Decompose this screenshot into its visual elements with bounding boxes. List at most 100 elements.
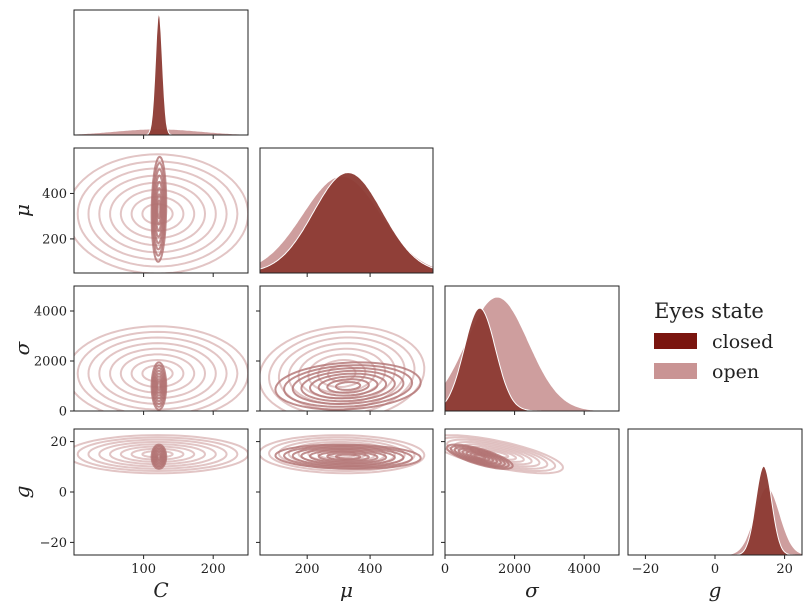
y-axis-label-mu: μ [10, 204, 34, 217]
y-tick-label: 4000 [34, 305, 67, 320]
contour-open-6 [268, 330, 416, 411]
contour-closed-5 [291, 446, 405, 467]
contour-closed-1 [469, 452, 491, 462]
x-axis-label-g: g [709, 578, 722, 602]
y-tick-label: 400 [42, 187, 67, 202]
panel-frame [444, 285, 620, 412]
contour-open-7 [74, 325, 248, 411]
panel-content [74, 434, 248, 475]
contour-open-2 [119, 353, 196, 394]
y-axis-label-sigma: σ [10, 340, 34, 355]
legend: Eyes state closed open [654, 299, 773, 383]
contour-closed-7 [150, 155, 168, 263]
density-closed-g [628, 465, 802, 555]
panel-sigma-vs-sigma [444, 285, 620, 415]
x-axis-label-mu: μ [340, 578, 353, 602]
contour-closed-6 [283, 445, 413, 469]
contour-open-7 [74, 434, 248, 475]
legend-swatch-open [654, 363, 697, 379]
panel-frame [73, 285, 249, 412]
panel-frame [259, 147, 434, 274]
density-closed-C [74, 12, 248, 135]
contour-open-7 [260, 434, 426, 475]
panel-content [74, 325, 248, 411]
contour-open-3 [109, 181, 207, 247]
y-tick-label: −20 [40, 536, 67, 551]
contour-open-4 [98, 441, 217, 468]
panel-sigma-vs-C: 0 2000 4000 [34, 285, 249, 420]
y-axis-label-g: g [10, 486, 34, 499]
contour-open-4 [98, 342, 217, 405]
x-tick-label: 0 [441, 562, 449, 577]
contour-open-6 [76, 160, 239, 268]
panel-C-vs-C [73, 9, 249, 139]
contour-closed-4 [300, 447, 396, 466]
contour-open-5 [87, 167, 228, 261]
x-tick-label: 2000 [498, 562, 531, 577]
y-tick-label: 0 [59, 486, 67, 501]
contour-closed-3 [308, 449, 388, 465]
x-tick-label: −20 [632, 562, 659, 577]
x-tick-label: 20 [776, 562, 793, 577]
contour-closed-7 [150, 443, 168, 470]
panel-g-vs-g: −20 0 20 [627, 428, 803, 577]
density-closed-mu [260, 172, 433, 273]
contour-open-2 [119, 445, 196, 463]
y-tick-label: 20 [50, 435, 67, 450]
contour-closed-7 [445, 443, 514, 470]
contour-closed-1 [326, 452, 370, 462]
contour-closed-4 [300, 369, 396, 403]
y-tick-label: 0 [59, 405, 67, 420]
panel-frame [259, 285, 434, 412]
contour-open-6 [76, 436, 239, 473]
contour-closed-7 [274, 361, 422, 411]
contour-open-1 [130, 447, 185, 461]
panel-content [260, 434, 426, 475]
contour-open-2 [119, 188, 196, 240]
contour-open-6 [76, 330, 239, 411]
contour-closed-0 [335, 381, 362, 391]
x-tick-label: 200 [295, 562, 320, 577]
contour-closed-2 [317, 450, 379, 463]
contour-closed-3 [308, 372, 388, 400]
panel-g-vs-sigma: 0 2000 4000 [441, 428, 620, 577]
contour-closed-7 [150, 361, 168, 411]
panel-mu-vs-C: 200 400 [42, 147, 249, 277]
contour-open-1 [130, 358, 185, 389]
panel-content [445, 296, 619, 411]
x-tick-label: 100 [131, 562, 156, 577]
contour-closed-6 [283, 364, 414, 408]
legend-swatch-closed [654, 333, 697, 349]
x-axis-label-sigma: σ [525, 578, 540, 602]
contour-open-3 [109, 443, 207, 466]
panel-mu-vs-mu [259, 147, 434, 277]
legend-title: Eyes state [654, 299, 764, 323]
legend-label-open: open [712, 361, 759, 383]
x-axis-label-C: C [153, 578, 168, 602]
y-tick-label: 2000 [34, 355, 67, 370]
contour-closed-5 [291, 366, 405, 406]
panel-content [74, 12, 248, 135]
panel-content [260, 172, 433, 273]
panel-content [74, 153, 248, 273]
panel-frame [73, 9, 249, 136]
contour-open-7 [74, 153, 248, 273]
contour-closed-0 [335, 453, 362, 460]
contour-closed-7 [274, 443, 422, 470]
contour-closed-2 [317, 375, 379, 397]
contour-open-3 [109, 347, 207, 400]
panel-content [628, 465, 802, 555]
x-tick-label: 200 [201, 562, 226, 577]
y-tick-label: 200 [42, 232, 67, 247]
contour-open-5 [87, 438, 228, 470]
contour-open-2 [307, 353, 377, 394]
legend-label-closed: closed [712, 331, 773, 353]
contour-open-5 [87, 336, 228, 411]
contour-open-1 [317, 359, 367, 388]
contour-closed-1 [326, 378, 370, 394]
x-tick-label: 4000 [568, 562, 601, 577]
panel-content [445, 434, 564, 475]
contour-open-4 [98, 174, 217, 254]
panel-g-vs-mu: 200 400 [256, 428, 434, 577]
